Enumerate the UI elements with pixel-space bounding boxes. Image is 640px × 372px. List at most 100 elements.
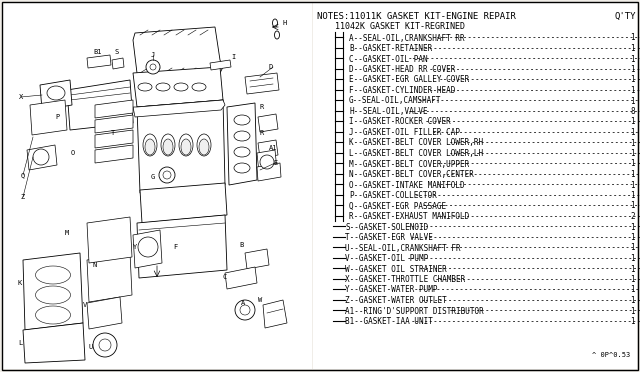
Polygon shape: [67, 80, 133, 130]
Text: ------------------------------------------------------------: ----------------------------------------…: [418, 96, 640, 106]
Polygon shape: [257, 163, 281, 181]
Text: -------------------------------------------------------------: ----------------------------------------…: [415, 191, 640, 200]
Text: ---------------------------------------------------------: ----------------------------------------…: [428, 65, 640, 74]
Text: A--SEAL-OIL,CRANKSHAFT RR: A--SEAL-OIL,CRANKSHAFT RR: [349, 33, 465, 42]
Text: B1: B1: [93, 49, 102, 55]
Text: I: I: [231, 54, 235, 60]
Ellipse shape: [163, 139, 173, 155]
Text: 1: 1: [630, 285, 635, 295]
Text: 1: 1: [630, 264, 635, 273]
Ellipse shape: [35, 306, 70, 324]
Text: 1: 1: [630, 296, 635, 305]
Ellipse shape: [35, 286, 70, 304]
Text: 2: 2: [630, 212, 635, 221]
Ellipse shape: [179, 134, 193, 156]
Text: 1: 1: [630, 191, 635, 200]
Text: 1: 1: [630, 160, 635, 169]
Text: ------------------------------------------------------: ----------------------------------------…: [438, 160, 640, 169]
Text: R--GASKET-EXHAUST MANIFOLD: R--GASKET-EXHAUST MANIFOLD: [349, 212, 469, 221]
Ellipse shape: [181, 139, 191, 155]
Text: M--GASKET-BELT COVER,UPPER: M--GASKET-BELT COVER,UPPER: [349, 160, 469, 169]
Polygon shape: [133, 27, 223, 80]
Text: 1: 1: [630, 44, 635, 53]
Ellipse shape: [234, 147, 250, 157]
Text: 1: 1: [630, 128, 635, 137]
Text: 1: 1: [630, 307, 635, 315]
Text: W--GASKET OIL STRAINER: W--GASKET OIL STRAINER: [345, 264, 447, 273]
Text: NOTES:11011K GASKET KIT-ENGINE REPAIR: NOTES:11011K GASKET KIT-ENGINE REPAIR: [317, 12, 516, 21]
Circle shape: [99, 339, 111, 351]
Polygon shape: [227, 103, 257, 185]
Circle shape: [235, 300, 255, 320]
Text: ---------------------------------------------------: ----------------------------------------…: [449, 307, 640, 315]
Text: R: R: [260, 104, 264, 110]
Polygon shape: [23, 253, 83, 330]
Text: Q--GASKET-EGR PASSAGE: Q--GASKET-EGR PASSAGE: [349, 202, 446, 211]
Polygon shape: [133, 67, 223, 107]
Text: 1: 1: [630, 33, 635, 42]
Polygon shape: [133, 100, 225, 117]
Text: N--GASKET-BELT COVER,CENTER: N--GASKET-BELT COVER,CENTER: [349, 170, 474, 179]
Text: S: S: [115, 49, 119, 55]
Text: 1: 1: [630, 65, 635, 74]
Text: --------------------------------------------------------------: ----------------------------------------…: [411, 44, 640, 53]
Text: --------------------------------------------------------: ----------------------------------------…: [432, 128, 640, 137]
Text: ---------------------------------------------------------------: ----------------------------------------…: [407, 222, 640, 231]
Text: 1: 1: [630, 118, 635, 126]
Polygon shape: [133, 230, 162, 268]
Text: 1: 1: [630, 233, 635, 242]
Text: C: C: [223, 274, 227, 280]
Text: G--SEAL-OIL,CAMSHAFT: G--SEAL-OIL,CAMSHAFT: [349, 96, 442, 106]
Text: L--GASKET-BELT COVER LOWER,LH: L--GASKET-BELT COVER LOWER,LH: [349, 149, 483, 158]
Text: Z--GASKET-WATER OUTLET: Z--GASKET-WATER OUTLET: [345, 296, 447, 305]
Circle shape: [240, 305, 250, 315]
Polygon shape: [87, 55, 111, 68]
Ellipse shape: [234, 163, 250, 173]
Ellipse shape: [273, 19, 278, 27]
Circle shape: [159, 167, 175, 183]
Text: V: V: [83, 302, 87, 308]
Text: I--GASKET-ROCKER COVER: I--GASKET-ROCKER COVER: [349, 118, 451, 126]
Text: 1: 1: [630, 149, 635, 158]
Text: 1: 1: [630, 222, 635, 231]
Polygon shape: [245, 249, 269, 269]
Text: F: F: [173, 244, 177, 250]
Polygon shape: [30, 100, 67, 135]
Text: ---------------------------------------------------------------: ----------------------------------------…: [408, 107, 640, 116]
Text: K: K: [18, 280, 22, 286]
Text: ---------------------------------------------------------------: ----------------------------------------…: [407, 254, 640, 263]
Ellipse shape: [174, 83, 188, 91]
Text: 1: 1: [630, 170, 635, 179]
Text: Z: Z: [21, 194, 25, 200]
Text: P--GASKET-COLLECTOR: P--GASKET-COLLECTOR: [349, 191, 437, 200]
Text: A: A: [241, 300, 245, 306]
Text: J--GASKET-OIL FILLER CAP: J--GASKET-OIL FILLER CAP: [349, 128, 460, 137]
Text: B--GASKET-RETAINER: B--GASKET-RETAINER: [349, 44, 432, 53]
Text: ------------------------------------------------------: ----------------------------------------…: [438, 212, 640, 221]
Text: R: R: [260, 130, 264, 136]
Circle shape: [163, 171, 171, 179]
Text: O: O: [71, 150, 75, 156]
Text: -----------------------------------------------------------: ----------------------------------------…: [422, 202, 640, 211]
Text: A1: A1: [269, 145, 277, 151]
Polygon shape: [95, 145, 133, 163]
Text: M: M: [65, 230, 69, 236]
Text: X--GASKET-THROTTLE CHAMBER: X--GASKET-THROTTLE CHAMBER: [345, 275, 465, 284]
Polygon shape: [112, 58, 124, 69]
Ellipse shape: [145, 139, 155, 155]
Text: 8: 8: [630, 107, 635, 116]
Text: G: G: [151, 174, 155, 180]
Text: -------------------------------------------------------: ----------------------------------------…: [435, 275, 640, 284]
Circle shape: [33, 149, 49, 165]
Polygon shape: [257, 150, 277, 173]
Text: Q: Q: [21, 172, 25, 178]
Text: ---------------------------------------------------: ----------------------------------------…: [449, 149, 640, 158]
Text: ---------------------------------------------------------: ----------------------------------------…: [428, 86, 640, 95]
Polygon shape: [210, 60, 231, 70]
Text: D--GASKET-HEAD RR COVER: D--GASKET-HEAD RR COVER: [349, 65, 456, 74]
Text: ---------------------------------------------------------------: ----------------------------------------…: [408, 55, 640, 64]
Ellipse shape: [234, 131, 250, 141]
Text: 1: 1: [630, 317, 635, 326]
Text: E: E: [273, 160, 277, 166]
Polygon shape: [263, 300, 287, 328]
